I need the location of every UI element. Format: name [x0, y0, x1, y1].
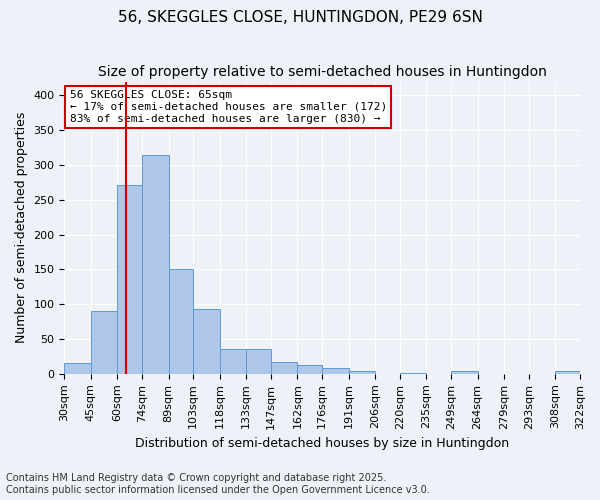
- X-axis label: Distribution of semi-detached houses by size in Huntingdon: Distribution of semi-detached houses by …: [135, 437, 509, 450]
- Bar: [349, 371, 375, 374]
- Bar: [246, 350, 271, 374]
- Bar: [555, 371, 580, 374]
- Bar: [64, 364, 91, 374]
- Bar: [298, 366, 322, 374]
- Bar: [142, 154, 169, 374]
- Bar: [91, 311, 118, 374]
- Bar: [118, 184, 142, 374]
- Bar: [169, 270, 193, 374]
- Text: 56, SKEGGLES CLOSE, HUNTINGDON, PE29 6SN: 56, SKEGGLES CLOSE, HUNTINGDON, PE29 6SN: [118, 10, 482, 25]
- Y-axis label: Number of semi-detached properties: Number of semi-detached properties: [15, 112, 28, 344]
- Text: 56 SKEGGLES CLOSE: 65sqm
← 17% of semi-detached houses are smaller (172)
83% of : 56 SKEGGLES CLOSE: 65sqm ← 17% of semi-d…: [70, 90, 387, 124]
- Bar: [193, 309, 220, 374]
- Bar: [400, 373, 427, 374]
- Bar: [322, 368, 349, 374]
- Title: Size of property relative to semi-detached houses in Huntingdon: Size of property relative to semi-detach…: [98, 65, 547, 79]
- Bar: [220, 350, 246, 374]
- Bar: [271, 362, 298, 374]
- Text: Contains HM Land Registry data © Crown copyright and database right 2025.
Contai: Contains HM Land Registry data © Crown c…: [6, 474, 430, 495]
- Bar: [451, 371, 478, 374]
